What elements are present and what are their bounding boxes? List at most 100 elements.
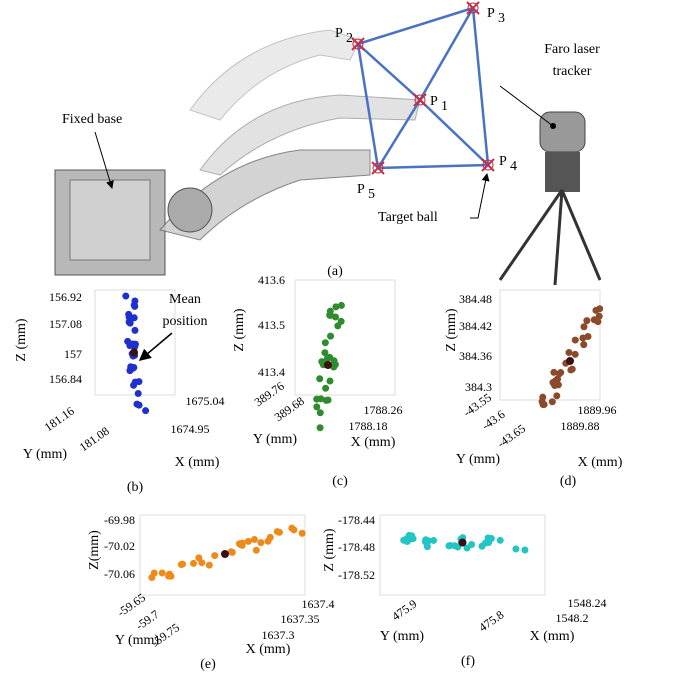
sample-point [549, 398, 556, 405]
sample-point [265, 538, 272, 545]
sample-point [552, 377, 559, 384]
point-subscript: 4 [510, 159, 517, 174]
sample-point [245, 538, 252, 545]
y-tick-label: 389.68 [272, 394, 307, 424]
sample-point [131, 327, 138, 334]
sample-point [553, 392, 560, 399]
pointer-dot [550, 123, 556, 129]
point-subscript: 2 [346, 31, 353, 46]
sample-point [424, 543, 431, 550]
z-tick-label: -178.52 [338, 568, 375, 582]
z-tick-label: -70.02 [104, 539, 135, 553]
sample-point [317, 409, 324, 416]
sample-point [134, 401, 141, 408]
sample-point [151, 570, 158, 577]
sample-point [130, 382, 137, 389]
x-axis-label: X (mm) [175, 455, 220, 470]
sample-point [179, 561, 186, 568]
sample-point [583, 317, 590, 324]
sample-point [326, 377, 333, 384]
sample-point [316, 375, 323, 382]
sample-point [447, 542, 454, 549]
sample-point [580, 323, 587, 330]
sample-point [276, 529, 283, 536]
sample-point [468, 541, 475, 548]
z-tick-label: -178.44 [338, 513, 375, 527]
sample-point [325, 397, 332, 404]
caption: (d) [560, 474, 577, 489]
z-tick-label: 384.36 [459, 349, 492, 363]
point-label: P [499, 154, 507, 169]
link [378, 165, 488, 168]
x-tick-label: 1637.3 [262, 628, 295, 642]
target-label: Target ball [378, 210, 438, 225]
z-tick-label: 157.08 [49, 317, 82, 331]
x-tick-label: 1889.96 [578, 403, 617, 417]
sample-point [580, 341, 587, 348]
x-tick-label: 1637.35 [281, 612, 320, 626]
x-tick-label: 1548.24 [568, 596, 607, 610]
y-tick-label: 181.08 [77, 424, 112, 454]
sample-point [521, 546, 528, 553]
point-label: P [430, 94, 438, 109]
sample-point [159, 569, 166, 576]
mean-point [459, 539, 467, 547]
figure: P2P3P1P4P5Fixed baseTarget ballFaro lase… [0, 0, 682, 677]
x-axis-label: X (mm) [246, 642, 291, 657]
point-label: P [335, 26, 343, 41]
sample-point [541, 401, 548, 408]
mean-point [130, 349, 138, 357]
annotation: Mean [169, 292, 201, 307]
sample-point [299, 530, 306, 537]
sample-point [126, 318, 133, 325]
z-axis-label: Z (mm) [14, 318, 29, 361]
fixed-base-label: Fixed base [62, 112, 122, 127]
sample-point [539, 394, 546, 401]
z-axis-label: Z (mm) [232, 308, 247, 351]
sample-point [239, 542, 246, 549]
x-tick-label: 1788.18 [349, 419, 388, 433]
link [420, 100, 488, 165]
sample-point [129, 341, 136, 348]
point-label: P [357, 182, 365, 197]
page: P2P3P1P4P5Fixed baseTarget ballFaro lase… [0, 0, 682, 677]
x-axis-label: X (mm) [578, 455, 623, 470]
mean-point [221, 550, 229, 558]
z-tick-label: -70.06 [104, 567, 135, 581]
caption: (b) [127, 480, 144, 495]
pointer [500, 86, 553, 126]
sample-point [332, 361, 339, 368]
sample-point [497, 537, 504, 544]
z-axis-label: Z (mm) [322, 528, 337, 571]
sample-point [211, 552, 218, 559]
sample-point [317, 395, 324, 402]
sample-point [338, 318, 345, 325]
z-tick-label: -69.98 [104, 513, 135, 527]
target-network [352, 2, 494, 174]
sample-point [579, 334, 586, 341]
z-tick-label: 413.6 [258, 273, 285, 287]
z-axis-label: Z(mm) [87, 530, 102, 570]
sample-point [326, 354, 333, 361]
sample-point [206, 562, 213, 569]
y-tick-label: -43.65 [495, 421, 528, 450]
caption: (f) [461, 654, 475, 669]
y-axis-label: Y (mm) [253, 432, 298, 447]
y-axis-label: Y (mm) [456, 452, 501, 467]
sample-point [322, 385, 329, 392]
sample-point [257, 539, 264, 546]
sample-point [338, 302, 345, 309]
tracker-photo [500, 112, 600, 285]
z-tick-label: 384.42 [459, 319, 492, 333]
sample-point [135, 390, 142, 397]
point-subscript: 5 [368, 187, 375, 202]
z-tick-label: 156.92 [49, 290, 82, 304]
z-tick-label: 384.48 [459, 292, 492, 306]
z-tick-label: 384.3 [465, 380, 492, 394]
link [358, 44, 420, 100]
sample-point [322, 339, 329, 346]
caption: (a) [327, 264, 343, 279]
arrow [140, 333, 172, 360]
arrow [470, 174, 487, 218]
sample-point [142, 407, 149, 414]
